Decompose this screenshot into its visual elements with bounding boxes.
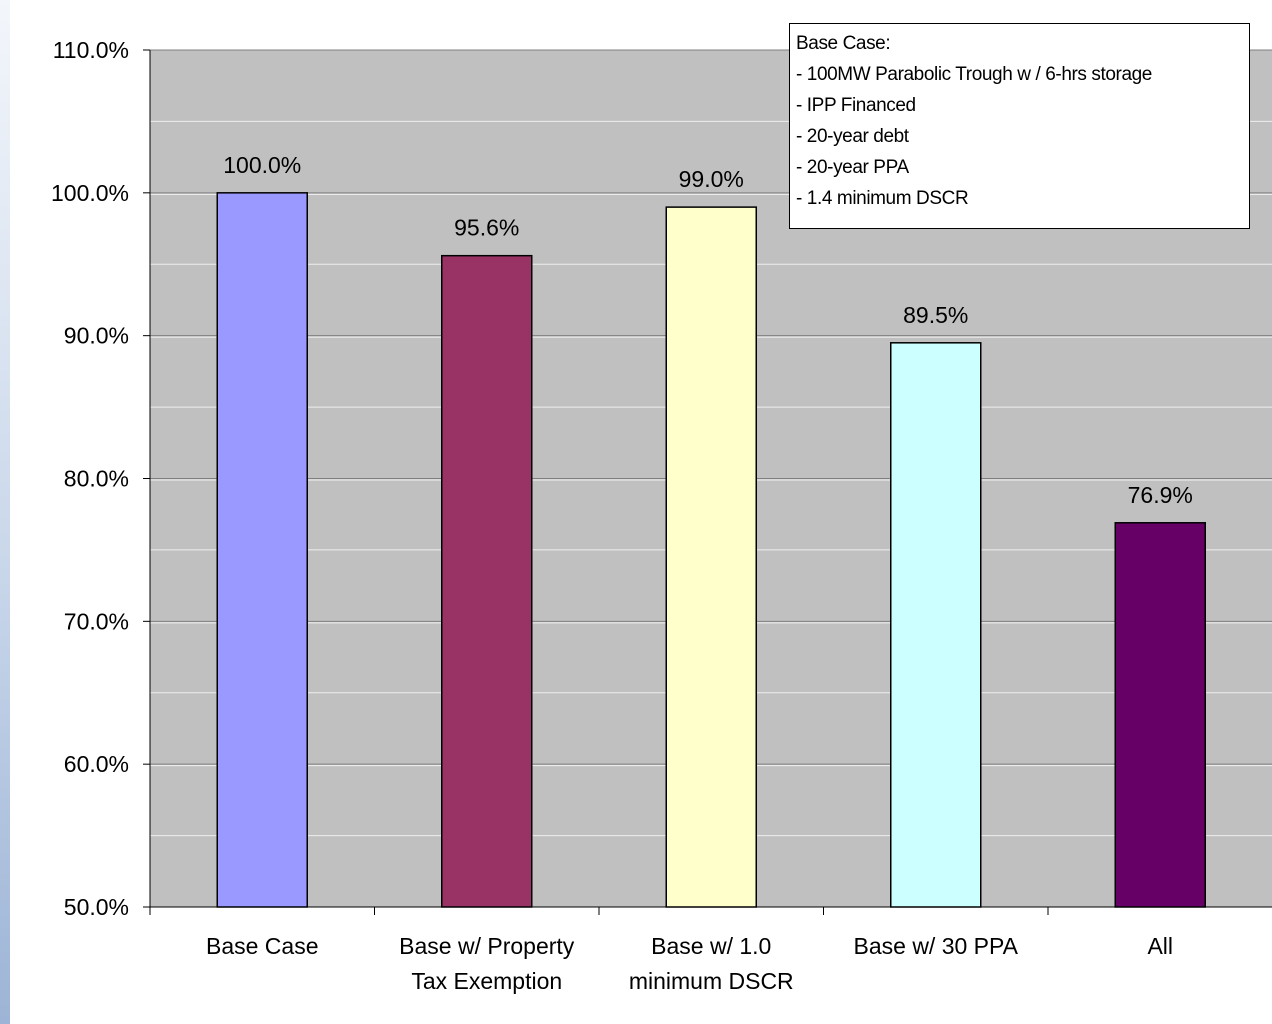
data-label: 99.0% xyxy=(679,166,744,192)
bar xyxy=(441,254,533,908)
category-label: Base Case xyxy=(206,933,319,959)
category-label: Tax Exemption xyxy=(411,968,562,994)
category-label: All xyxy=(1147,933,1173,959)
slide-edge-gradient xyxy=(0,0,10,1024)
data-label: 100.0% xyxy=(223,152,301,178)
y-tick-label: 100.0% xyxy=(51,180,129,206)
data-label: 76.9% xyxy=(1128,482,1193,508)
bar xyxy=(665,206,757,908)
y-tick-label: 70.0% xyxy=(64,608,129,634)
base-case-legend: Base Case: - 100MW Parabolic Trough w / … xyxy=(789,23,1250,229)
bar xyxy=(1114,522,1206,908)
category-label: Base w/ 30 PPA xyxy=(854,933,1019,959)
bars xyxy=(216,192,1206,908)
y-tick-labels: 50.0% 60.0% 70.0% 80.0% 90.0% 100.0% 110.0% xyxy=(51,37,129,920)
data-label: 89.5% xyxy=(903,302,968,328)
legend-line: - 20-year PPA xyxy=(796,157,909,178)
gridlines xyxy=(150,120,1272,837)
y-tick-label: 60.0% xyxy=(64,751,129,777)
data-labels: 100.0% 95.6% 99.0% 89.5% 76.9% xyxy=(223,152,1193,508)
legend-line: - 20-year debt xyxy=(796,126,909,147)
category-label: minimum DSCR xyxy=(629,968,794,994)
bar xyxy=(216,192,308,908)
category-label: Base w/ 1.0 xyxy=(651,933,771,959)
legend-title: Base Case: xyxy=(796,33,891,54)
y-tick-label: 80.0% xyxy=(64,466,129,492)
data-label: 95.6% xyxy=(454,215,519,241)
y-tick-label: 50.0% xyxy=(64,894,129,920)
y-tick-label: 90.0% xyxy=(64,323,129,349)
y-tick-label: 110.0% xyxy=(53,37,129,63)
legend-line: - 1.4 minimum DSCR xyxy=(796,188,969,209)
bar xyxy=(890,342,982,908)
x-tick-labels: Base Case Base w/ Property Tax Exemption Ba… xyxy=(206,933,1173,994)
legend-line: - IPP Financed xyxy=(796,95,916,116)
category-label: Base w/ Property xyxy=(399,933,575,959)
legend-line: - 100MW Parabolic Trough w / 6-hrs stora… xyxy=(796,64,1152,85)
